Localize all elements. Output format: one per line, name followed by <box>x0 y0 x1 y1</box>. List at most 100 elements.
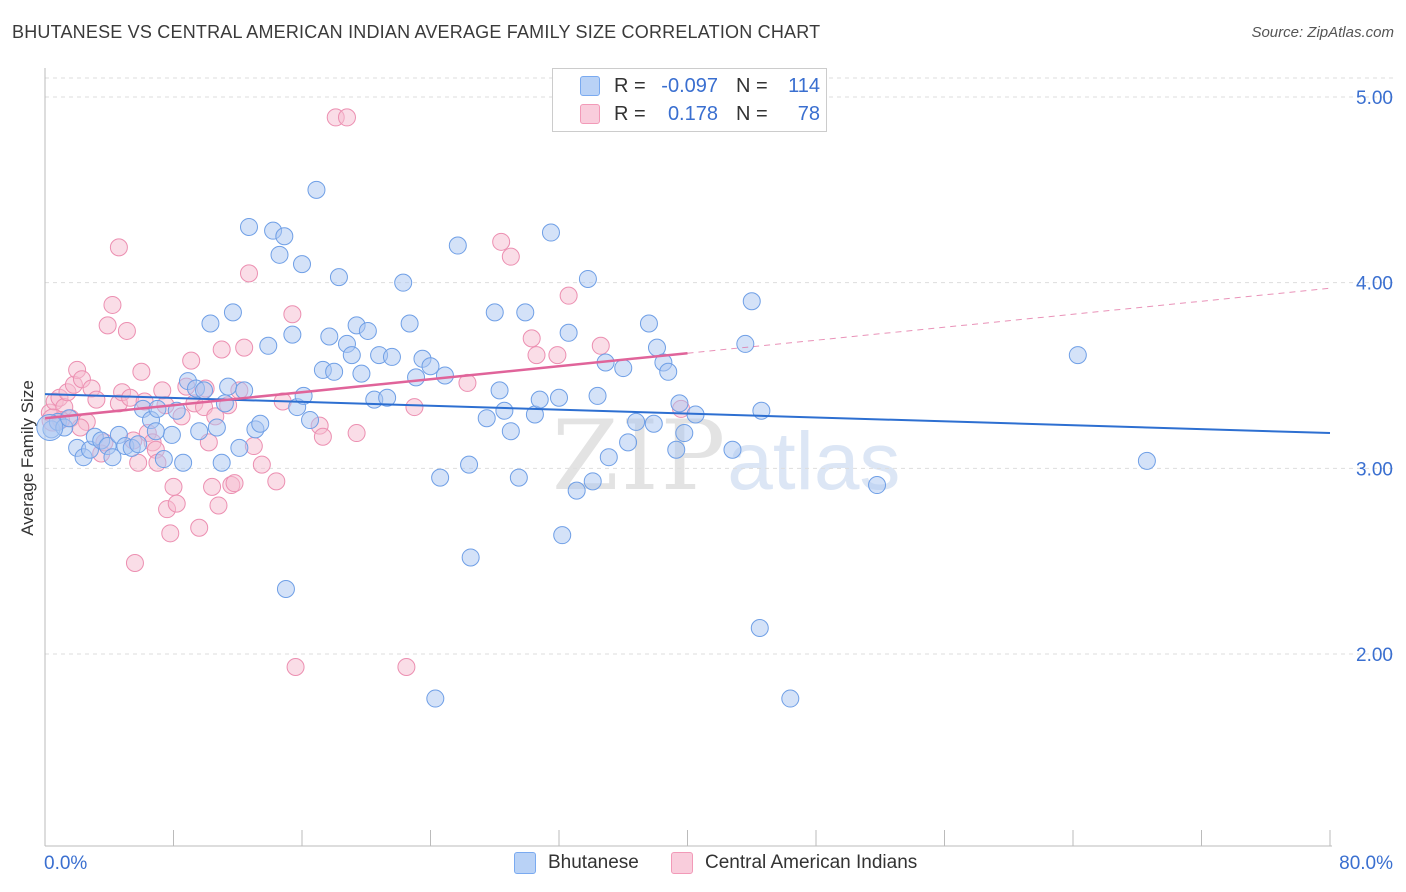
data-point-central-american-indians <box>129 453 148 472</box>
legend-swatch-pink <box>671 852 693 874</box>
y-tick-label: 3.00 <box>1356 459 1393 480</box>
data-point-bhutanese <box>394 273 413 292</box>
data-point-bhutanese <box>588 386 607 405</box>
data-point-bhutanese <box>530 390 549 409</box>
y-tick-label: 5.00 <box>1356 88 1393 109</box>
data-point-bhutanese <box>148 399 167 418</box>
legend-swatch-pink <box>580 104 600 124</box>
data-point-central-american-indians <box>405 398 424 417</box>
data-point-bhutanese <box>215 394 234 413</box>
data-point-bhutanese <box>251 414 270 433</box>
data-point-central-american-indians <box>347 424 366 443</box>
data-point-bhutanese <box>154 450 173 469</box>
legend-item-bhutanese: Bhutanese <box>514 852 639 874</box>
data-point-bhutanese <box>670 394 689 413</box>
data-point-bhutanese <box>495 401 514 420</box>
source-label: Source: ZipAtlas.com <box>1251 24 1394 41</box>
data-point-bhutanese <box>212 453 231 472</box>
data-point-bhutanese <box>400 314 419 333</box>
data-point-bhutanese <box>541 223 560 242</box>
data-point-bhutanese <box>553 526 572 545</box>
legend-n-label: N = <box>736 102 768 125</box>
correlation-legend: R = -0.097 N = 114 R = 0.178 N = 78 <box>552 68 827 132</box>
data-point-bhutanese <box>639 314 658 333</box>
trend-lines <box>44 287 1331 435</box>
data-point-bhutanese <box>675 424 694 443</box>
data-point-central-american-indians <box>559 286 578 305</box>
legend-n-label: N = <box>736 74 768 97</box>
data-point-bhutanese <box>431 468 450 487</box>
data-point-bhutanese <box>325 362 344 381</box>
data-point-central-american-indians <box>492 232 511 251</box>
data-point-bhutanese <box>659 362 678 381</box>
data-point-bhutanese <box>378 388 397 407</box>
data-point-bhutanese <box>259 336 278 355</box>
data-point-bhutanese <box>723 440 742 459</box>
y-tick-label: 4.00 <box>1356 274 1393 295</box>
data-point-central-american-indians <box>209 496 228 515</box>
data-point-bhutanese <box>619 433 638 452</box>
data-point-central-american-indians <box>591 336 610 355</box>
data-point-bhutanese <box>868 476 887 495</box>
data-point-bhutanese <box>1068 346 1087 365</box>
data-point-bhutanese <box>736 334 755 353</box>
data-point-central-american-indians <box>337 108 356 127</box>
data-point-central-american-indians <box>98 316 117 335</box>
data-point-bhutanese <box>275 227 294 246</box>
data-point-bhutanese <box>293 255 311 274</box>
legend-swatch-blue <box>514 852 536 874</box>
data-point-bhutanese <box>426 689 445 708</box>
data-point-central-american-indians <box>164 477 183 496</box>
data-point-central-american-indians <box>167 494 186 513</box>
data-point-bhutanese <box>329 268 348 287</box>
data-point-bhutanese <box>270 245 289 264</box>
data-point-bhutanese <box>742 292 761 311</box>
trend-line-central-american-indians <box>44 351 688 420</box>
legend-item-central-american-indians: Central American Indians <box>671 852 917 874</box>
data-point-bhutanese <box>60 409 79 428</box>
data-point-central-american-indians <box>239 264 258 283</box>
trend-line-bhutanese <box>44 393 1331 435</box>
data-point-central-american-indians <box>267 472 286 491</box>
x-tick-label: 80.0% <box>1339 853 1393 874</box>
data-point-central-american-indians <box>286 657 305 676</box>
data-point-bhutanese <box>276 580 295 599</box>
data-point-bhutanese <box>195 381 214 400</box>
grid-lines <box>45 77 1394 655</box>
data-point-bhutanese <box>283 325 302 344</box>
data-point-bhutanese <box>461 548 480 567</box>
data-point-bhutanese <box>320 327 339 346</box>
data-point-bhutanese <box>358 321 377 340</box>
trend-line-extension-central-american-indians <box>687 287 1331 354</box>
data-point-bhutanese <box>307 180 326 199</box>
data-point-central-american-indians <box>252 455 271 474</box>
data-point-bhutanese <box>36 413 64 441</box>
data-point-bhutanese <box>146 422 165 441</box>
legend-r-value: 0.178 <box>667 102 718 125</box>
data-point-central-american-indians <box>103 295 122 314</box>
data-point-bhutanese <box>578 269 597 288</box>
data-point-bhutanese <box>460 455 479 474</box>
data-point-central-american-indians <box>225 474 244 493</box>
series-legend: Bhutanese Central American Indians <box>0 852 1406 878</box>
data-point-central-american-indians <box>522 329 541 348</box>
chart-title: BHUTANESE VS CENTRAL AMERICAN INDIAN AVE… <box>12 22 821 42</box>
legend-r-value: -0.097 <box>661 74 718 97</box>
data-point-central-american-indians <box>397 657 416 676</box>
data-point-bhutanese <box>103 448 122 467</box>
data-point-bhutanese <box>421 357 440 376</box>
axes <box>44 68 1332 847</box>
legend-r-label: R = <box>614 102 646 125</box>
legend-row-bhutanese: R = -0.097 N = 114 <box>553 72 820 100</box>
legend-label-central-american-indians: Central American Indians <box>705 852 918 873</box>
legend-swatch-blue <box>580 76 600 96</box>
data-point-bhutanese <box>407 368 426 387</box>
y-tick-label: 2.00 <box>1356 645 1393 666</box>
data-point-central-american-indians <box>109 238 128 257</box>
data-point-bhutanese <box>599 448 618 467</box>
data-point-bhutanese <box>129 435 148 454</box>
data-point-central-american-indians <box>161 524 180 543</box>
data-point-bhutanese <box>301 411 320 430</box>
data-point-bhutanese <box>550 388 568 407</box>
data-point-central-american-indians <box>283 305 302 324</box>
